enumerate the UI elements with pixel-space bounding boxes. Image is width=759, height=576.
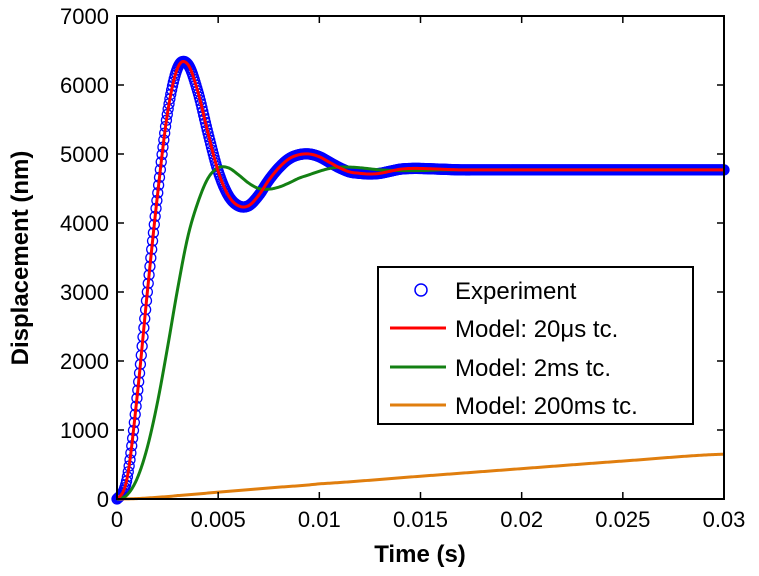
x-tick-label: 0.02 (500, 507, 543, 532)
legend-label-200ms: Model: 200ms tc. (455, 393, 638, 420)
x-tick-label: 0 (111, 507, 123, 532)
x-tick-label: 0.025 (595, 507, 650, 532)
y-tick-label: 1000 (60, 418, 109, 443)
x-tick-label: 0.015 (393, 507, 448, 532)
plot-frame (116, 15, 725, 500)
y-tick-label: 5000 (60, 142, 109, 167)
y-axis-title: Displacement (nm) (7, 151, 34, 366)
legend: Experiment Model: 20μs tc. Model: 2ms tc… (377, 266, 694, 425)
ticks-layer: 0 0.005 0.01 0.015 0.02 0.025 0.03 0 1000 2000 300… (60, 4, 745, 532)
y-tick-label: 6000 (60, 73, 109, 98)
y-tick-label: 2000 (60, 349, 109, 374)
y-tick-label: 7000 (60, 4, 109, 29)
legend-label-2ms: Model: 2ms tc. (455, 355, 611, 382)
legend-box (377, 266, 694, 425)
legend-label-experiment: Experiment (455, 278, 577, 305)
x-tick-label: 0.03 (703, 507, 746, 532)
x-tick-label: 0.005 (191, 507, 246, 532)
legend-marker-experiment (414, 283, 428, 297)
legend-label-20us: Model: 20μs tc. (455, 316, 618, 343)
x-tick-label: 0.01 (298, 507, 341, 532)
series-layer (111, 55, 730, 505)
y-tick-label: 0 (97, 487, 109, 512)
y-tick-label: 4000 (60, 211, 109, 236)
y-tick-label: 3000 (60, 280, 109, 305)
model-20us-line (115, 59, 724, 501)
x-axis-title: Time (s) (374, 541, 466, 568)
